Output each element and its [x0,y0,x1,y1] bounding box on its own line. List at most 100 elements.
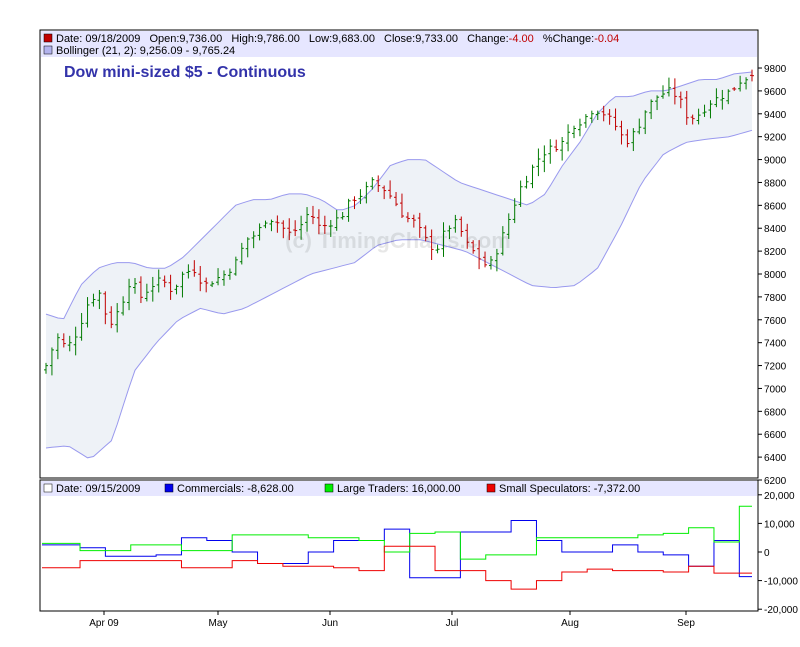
ohlc-bar [417,212,422,238]
commercials-legend: Commercials: -8,628.00 [177,483,294,495]
ohlc-bar [577,118,582,137]
ohlc-bar [441,222,446,257]
x-tick-label: Jun [322,618,338,629]
price-y-tick-label: 7200 [764,362,787,373]
ohlc-bar [103,291,108,325]
watermark: (c) TimingCharts.com [285,228,511,253]
ohlc-bar [221,270,226,286]
bollinger-upper-line [45,71,753,320]
ohlc-bar [500,226,505,256]
ohlc-bar [506,213,511,239]
ohlc-bar [708,100,713,119]
cot-panel [39,479,759,612]
price-y-tick-label: 7800 [764,293,787,304]
x-tick-label: Apr 09 [89,618,119,629]
cot-plot-area [42,505,752,590]
cot-y-tick-label: -10,000 [764,577,798,588]
large-traders-legend: Large Traders: 16,000.00 [337,483,461,495]
ohlc-bar [483,251,488,268]
ohlc-bar [690,114,695,125]
small-specs-swatch [486,483,496,493]
ohlc-bar [394,192,399,207]
ohlc-bar [358,189,363,205]
ohlc-bar [109,306,114,329]
small-specs-legend: Small Speculators: -7,372.00 [499,483,640,495]
ohlc-bar [121,296,126,316]
ohlc-bar [447,225,452,240]
ohlc-bar [44,362,48,374]
price-y-tick-label: 9200 [764,133,787,144]
ohlc-bar [750,69,754,82]
ohlc-bar [204,277,209,293]
price-y-tick-label: 8400 [764,224,787,235]
ohlc-bar [79,312,84,341]
ohlc-bar [696,108,701,125]
ohlc-bar [738,75,743,92]
price-y-tick-label: 7600 [764,316,787,327]
price-y-tick-label: 9400 [764,110,787,121]
ohlc-bar [672,78,677,105]
ohlc-bar [310,205,315,225]
ohlc-bar [488,255,493,270]
ohlc-bar [625,129,630,148]
bollinger-lower-line [45,129,753,459]
ohlc-bar [287,218,292,241]
ohlc-bar [61,333,66,348]
chart-title: Dow mini-sized $5 - Continuous [64,64,306,81]
price-y-tick-label: 6400 [764,453,787,464]
ohlc-bar [494,248,499,272]
ohlc-bar [429,229,434,260]
ohlc-bar [601,105,606,122]
ohlc-bar [554,139,559,152]
cot-y-tick-label: 10,000 [764,519,795,530]
ohlc-bar [405,212,410,223]
ohlc-bar [376,175,381,192]
x-tick-label: Aug [561,618,579,629]
ohlc-bar [619,120,624,145]
ohlc-bar [67,335,72,352]
ohlc-bar [613,108,618,131]
ohlc-bar [471,240,476,254]
x-tick-label: May [209,618,228,629]
large-traders-swatch [324,483,334,493]
price-plot-area [44,69,754,459]
ohlc-bar [174,284,179,295]
ohlc-bar [726,89,731,105]
ohlc-bar [364,181,369,204]
ohlc-bar [524,175,529,189]
ohlc-bar [186,264,191,279]
large-traders-line [42,505,752,560]
ohlc-bar [566,124,571,152]
ohlc-bar [322,215,327,234]
ohlc-bar [55,333,60,360]
cot-legend-date: Date: 09/15/2009 [56,483,140,495]
ohlc-bar [732,86,737,91]
ohlc-bar [257,223,262,241]
ohlc-bar [192,260,197,277]
ohlc-bar [714,88,719,108]
bollinger-legend-swatch [43,45,53,55]
ohlc-bar [370,177,375,190]
ohlc-bar [210,281,215,288]
ohlc-bar [269,219,274,232]
ohlc-bar [132,278,137,294]
legend-low: Low:9,683.00 [309,33,375,45]
legend-date: Date: 09/18/2009 [56,33,140,45]
x-tick-label: Sep [677,618,695,629]
ohlc-bar [144,283,149,302]
price-y-tick-label: 6800 [764,407,787,418]
x-tick-label: Jul [446,618,459,629]
ohlc-bar [328,219,333,237]
ohlc-bar [435,244,440,254]
x-axis: Apr 09 May Jun Jul Aug Sep [89,611,695,629]
ohlc-bar [216,268,221,286]
ohlc-bar [263,220,268,229]
ohlc-bar [382,185,387,200]
legend-change-value: -4.00 [509,33,534,45]
ohlc-bar [150,276,155,302]
cot-y-tick-label: -20,000 [764,605,798,616]
price-y-tick-label: 8800 [764,178,787,189]
legend-pct-value: -0.04 [594,33,619,45]
bollinger-band-fill [46,72,752,458]
